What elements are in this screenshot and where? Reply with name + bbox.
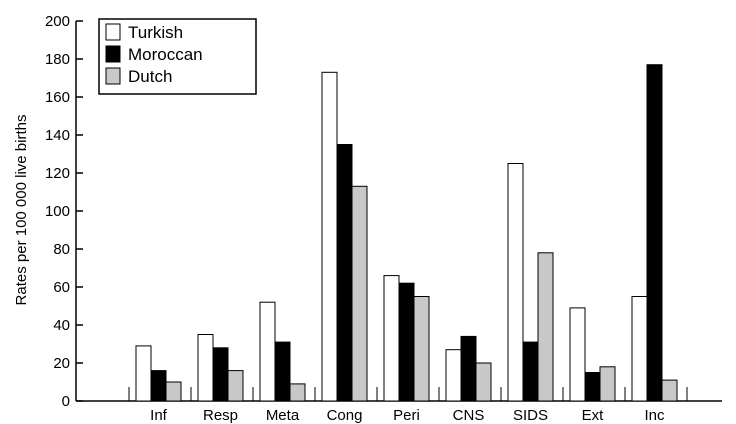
bar-moroccan-cong [336,144,353,402]
y-tick-label: 200 [45,13,70,30]
y-tick-label: 140 [45,127,70,144]
bar-dutch-cns [475,362,492,402]
legend-box [98,18,257,95]
bar-moroccan-inf [150,370,167,402]
bar-turkish-sids [507,163,524,402]
legend-swatch-dutch [105,67,121,85]
y-tick-label: 160 [45,89,70,106]
y-tick-label: 120 [45,165,70,182]
y-tick-label: 60 [53,279,70,296]
bar-dutch-peri [413,296,430,402]
bar-dutch-sids [537,252,554,402]
bar-dutch-ext [599,366,616,402]
category-label: Meta [266,407,300,424]
bar-moroccan-inc [646,64,663,402]
category-label: Inc [644,407,665,424]
category-label: SIDS [513,407,548,424]
y-tick-label: 180 [45,51,70,68]
bar-dutch-cong [351,185,368,402]
bar-moroccan-cns [460,335,477,402]
legend-swatch-moroccan [105,45,121,63]
bar-dutch-inc [661,379,678,402]
bar-moroccan-peri [398,282,415,402]
bar-turkish-cns [445,349,462,402]
y-tick-label: 100 [45,203,70,220]
bar-moroccan-sids [522,341,539,402]
bar-moroccan-meta [274,341,291,402]
y-tick-label: 20 [53,355,70,372]
category-label: Peri [393,407,420,424]
category-label: Inf [150,407,168,424]
bars [135,64,678,402]
category-labels: Inf Resp Meta Cong Peri CNS SIDS Ext Inc [150,407,665,424]
y-tick-label: 0 [62,393,70,410]
legend-label-moroccan: Moroccan [128,45,203,64]
y-tick-label: 40 [53,317,70,334]
y-axis-label: Rates per 100 000 live births [13,115,30,306]
bar-moroccan-ext [584,372,601,402]
legend-label-turkish: Turkish [128,23,183,42]
bar-turkish-inc [631,296,648,402]
legend-label-dutch: Dutch [128,67,172,86]
category-label: Cong [327,407,363,424]
bar-turkish-cong [321,71,338,402]
legend: Turkish Moroccan Dutch [98,18,257,95]
bar-turkish-meta [259,301,276,402]
bar-dutch-inf [165,381,182,402]
category-label: CNS [453,407,485,424]
bar-turkish-peri [383,275,400,402]
category-label: Ext [582,407,605,424]
bar-turkish-inf [135,345,152,402]
bar-dutch-resp [227,370,244,402]
category-label: Resp [203,407,238,424]
y-tick-label: 80 [53,241,70,258]
bar-moroccan-resp [212,347,229,402]
legend-swatch-turkish [105,23,121,41]
bar-turkish-ext [569,307,586,402]
bar-dutch-meta [289,383,306,402]
y-ticks: 0 20 40 60 80 100 120 140 160 180 200 [45,13,83,410]
bar-turkish-resp [197,334,214,402]
